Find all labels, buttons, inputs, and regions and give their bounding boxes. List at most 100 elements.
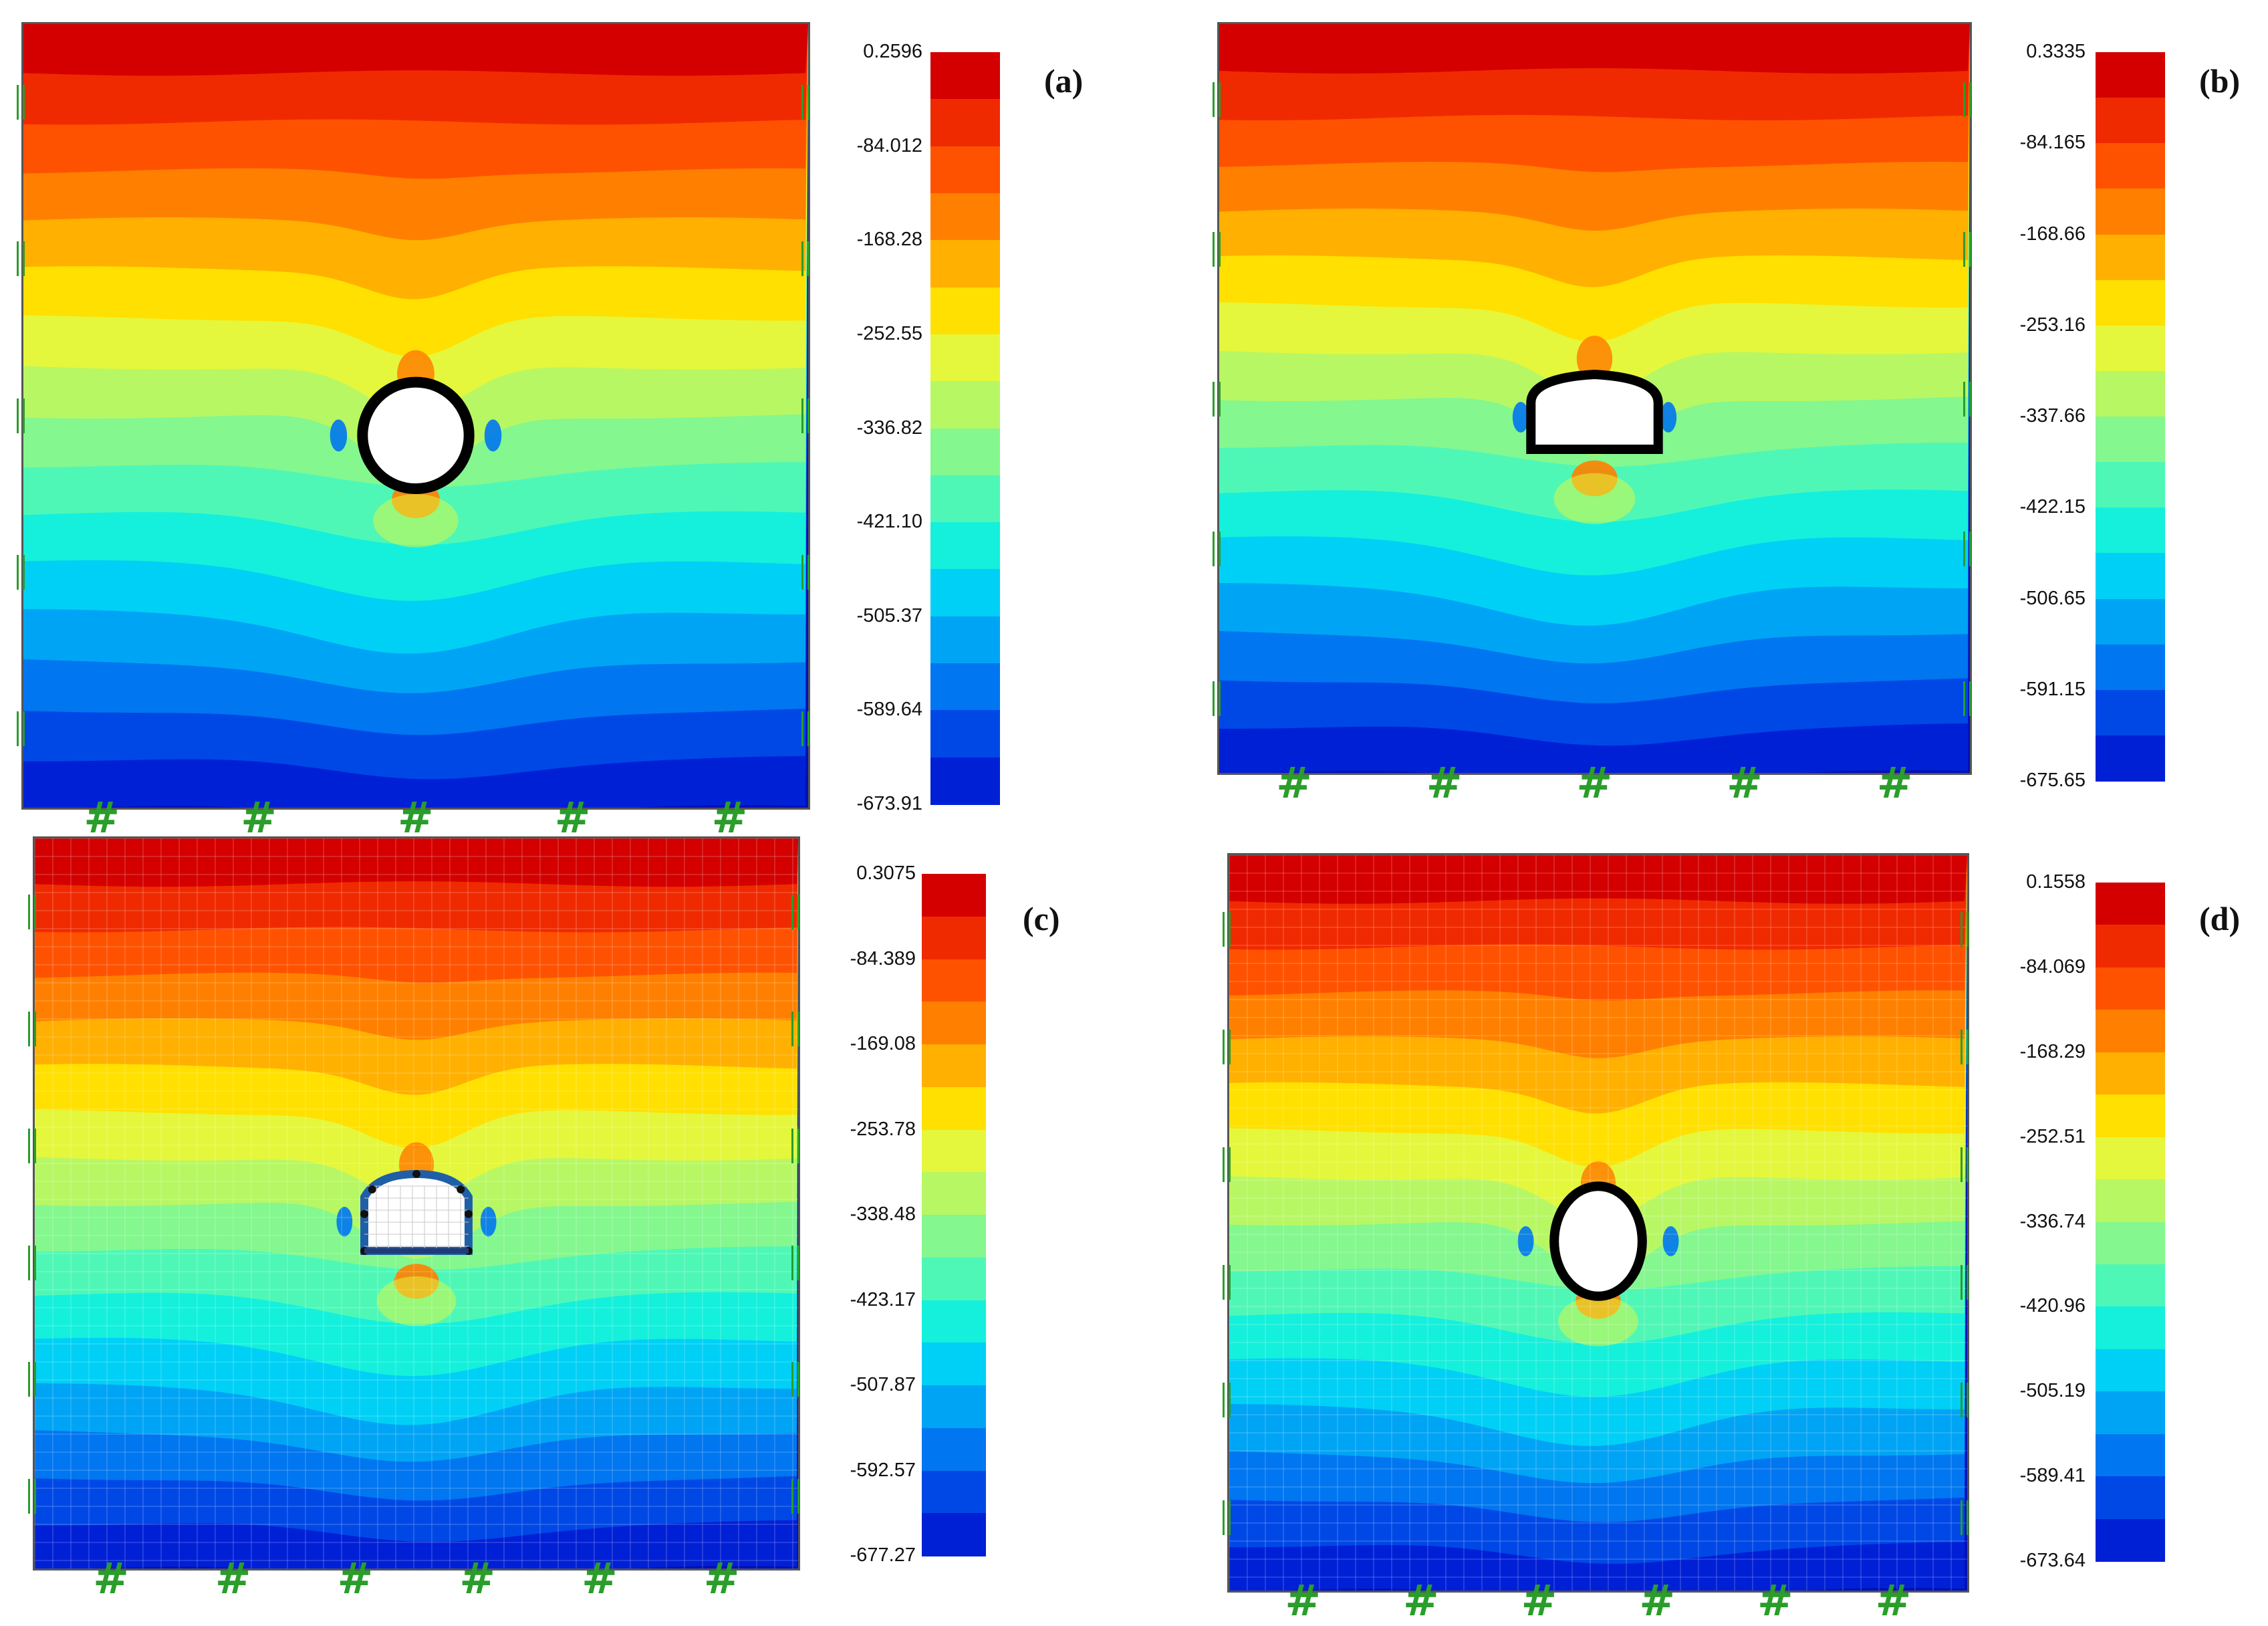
fixed-support-symbol: # xyxy=(1875,1577,1912,1626)
colorbar-segment xyxy=(930,381,1000,429)
roller-support-symbol xyxy=(801,711,811,747)
colorbar-tick-label: 0.3335 xyxy=(2026,41,2086,62)
colorbar-segment xyxy=(930,757,1000,805)
colorbar-b xyxy=(2096,52,2165,782)
roller-support-symbol xyxy=(1963,82,1973,117)
roller-support-symbol xyxy=(1213,531,1222,566)
colorbar-segment xyxy=(922,874,986,917)
fixed-support-symbol: # xyxy=(1727,759,1763,808)
roller-bar xyxy=(797,895,799,930)
colorbar-tick-label: -421.10 xyxy=(856,511,922,533)
roller-bar xyxy=(797,1245,799,1280)
roller-bar xyxy=(791,1478,793,1514)
colorbar-segment xyxy=(930,99,1000,147)
contour-band xyxy=(1219,24,1970,74)
roller-bar xyxy=(23,398,25,433)
roller-bar xyxy=(797,1012,799,1047)
colorbar-segment xyxy=(930,569,1000,617)
roller-support-symbol xyxy=(1223,1147,1232,1182)
roller-bar xyxy=(23,554,25,590)
roller-bar xyxy=(1219,231,1221,267)
lining-node xyxy=(412,1169,420,1178)
colorbar-segment xyxy=(2096,967,2165,1011)
colorbar-segment xyxy=(2096,234,2165,281)
roller-bar xyxy=(1961,1147,1963,1182)
roller-bar xyxy=(1213,82,1215,117)
colorbar-tick-label: -589.64 xyxy=(856,699,922,721)
colorbar-segment xyxy=(930,428,1000,476)
fixed-support-symbol: # xyxy=(554,794,591,843)
roller-bar xyxy=(807,554,809,590)
colorbar-tick-label: -84.069 xyxy=(2019,955,2086,977)
colorbar-c xyxy=(922,874,986,1556)
roller-bar xyxy=(34,1012,36,1047)
roller-bar xyxy=(1229,1147,1231,1182)
roller-bar xyxy=(1219,381,1221,417)
colorbar-segment xyxy=(2096,1433,2165,1478)
roller-bar xyxy=(17,241,19,277)
colorbar-segment xyxy=(2096,279,2165,326)
fixed-support-symbol: # xyxy=(93,1554,129,1604)
colorbar-segment xyxy=(922,1129,986,1173)
roller-bar xyxy=(17,554,19,590)
roller-support-symbol xyxy=(1213,82,1222,117)
roller-bar xyxy=(1219,681,1221,716)
fixed-support-symbol: # xyxy=(1403,1577,1439,1626)
colorbar-segment xyxy=(2096,52,2165,99)
roller-bar xyxy=(1969,531,1971,566)
colorbar-segment xyxy=(2096,1179,2165,1223)
roller-support-symbol xyxy=(1963,381,1973,417)
colorbar-tick-label: -505.19 xyxy=(2019,1380,2086,1402)
roller-bar xyxy=(1969,231,1971,267)
colorbar-segment xyxy=(930,240,1000,288)
roller-support-symbol xyxy=(17,554,26,590)
colorbar-segment xyxy=(922,1300,986,1344)
stress-contour-field-c xyxy=(35,838,798,1569)
roller-bar xyxy=(1969,681,1971,716)
roller-bar xyxy=(1223,1147,1225,1182)
roller-bar xyxy=(34,895,36,930)
roller-bar xyxy=(801,711,803,747)
fixed-support-symbol: # xyxy=(337,1554,374,1604)
roller-support-symbol xyxy=(1963,531,1973,566)
colorbar-segment xyxy=(922,1215,986,1258)
roller-bar xyxy=(1961,1265,1963,1300)
sidewall-concentration-left xyxy=(336,1207,353,1237)
roller-support-symbol xyxy=(801,554,811,590)
tunnel-lining xyxy=(1549,1181,1647,1301)
colorbar-tick-label: -591.15 xyxy=(2019,678,2086,700)
roller-bar xyxy=(797,1362,799,1397)
roller-bar xyxy=(807,398,809,433)
tunnel-lining xyxy=(357,376,475,494)
roller-bar xyxy=(1229,1383,1231,1417)
colorbar-tick-label: -84.012 xyxy=(856,134,922,156)
roller-support-symbol xyxy=(1961,1265,1970,1300)
colorbar-segment xyxy=(2096,1137,2165,1181)
roller-support-symbol xyxy=(801,84,811,120)
contour-plot-b xyxy=(1217,22,1972,775)
panel-label-d: (d) xyxy=(2199,900,2241,937)
colorbar-segment xyxy=(922,1427,986,1472)
roller-support-symbol xyxy=(28,1012,37,1047)
mesh-grid xyxy=(35,838,798,1569)
panel-label-a: (a) xyxy=(1044,62,1084,100)
roller-bar xyxy=(791,1245,793,1280)
fixed-support-symbol: # xyxy=(1276,759,1312,808)
colorbar-segment xyxy=(2096,462,2165,509)
fixed-support-symbol: # xyxy=(84,794,120,843)
roller-bar xyxy=(1963,82,1965,117)
colorbar-tick-label: -506.65 xyxy=(2019,587,2086,609)
colorbar-segment xyxy=(930,193,1000,241)
colorbar-segment xyxy=(2096,925,2165,968)
colorbar-segment xyxy=(922,1044,986,1088)
roller-bar xyxy=(28,1128,30,1163)
lining-node xyxy=(360,1209,369,1218)
roller-bar xyxy=(1223,1265,1225,1300)
colorbar-segment xyxy=(2096,1391,2165,1435)
colorbar-tick-label: -673.64 xyxy=(2019,1550,2086,1571)
colorbar-tick-label: -168.29 xyxy=(2019,1040,2086,1062)
roller-bar xyxy=(797,1478,799,1514)
roller-support-symbol xyxy=(791,895,801,930)
roller-support-symbol xyxy=(28,895,37,930)
fixed-support-symbol: # xyxy=(582,1554,618,1604)
